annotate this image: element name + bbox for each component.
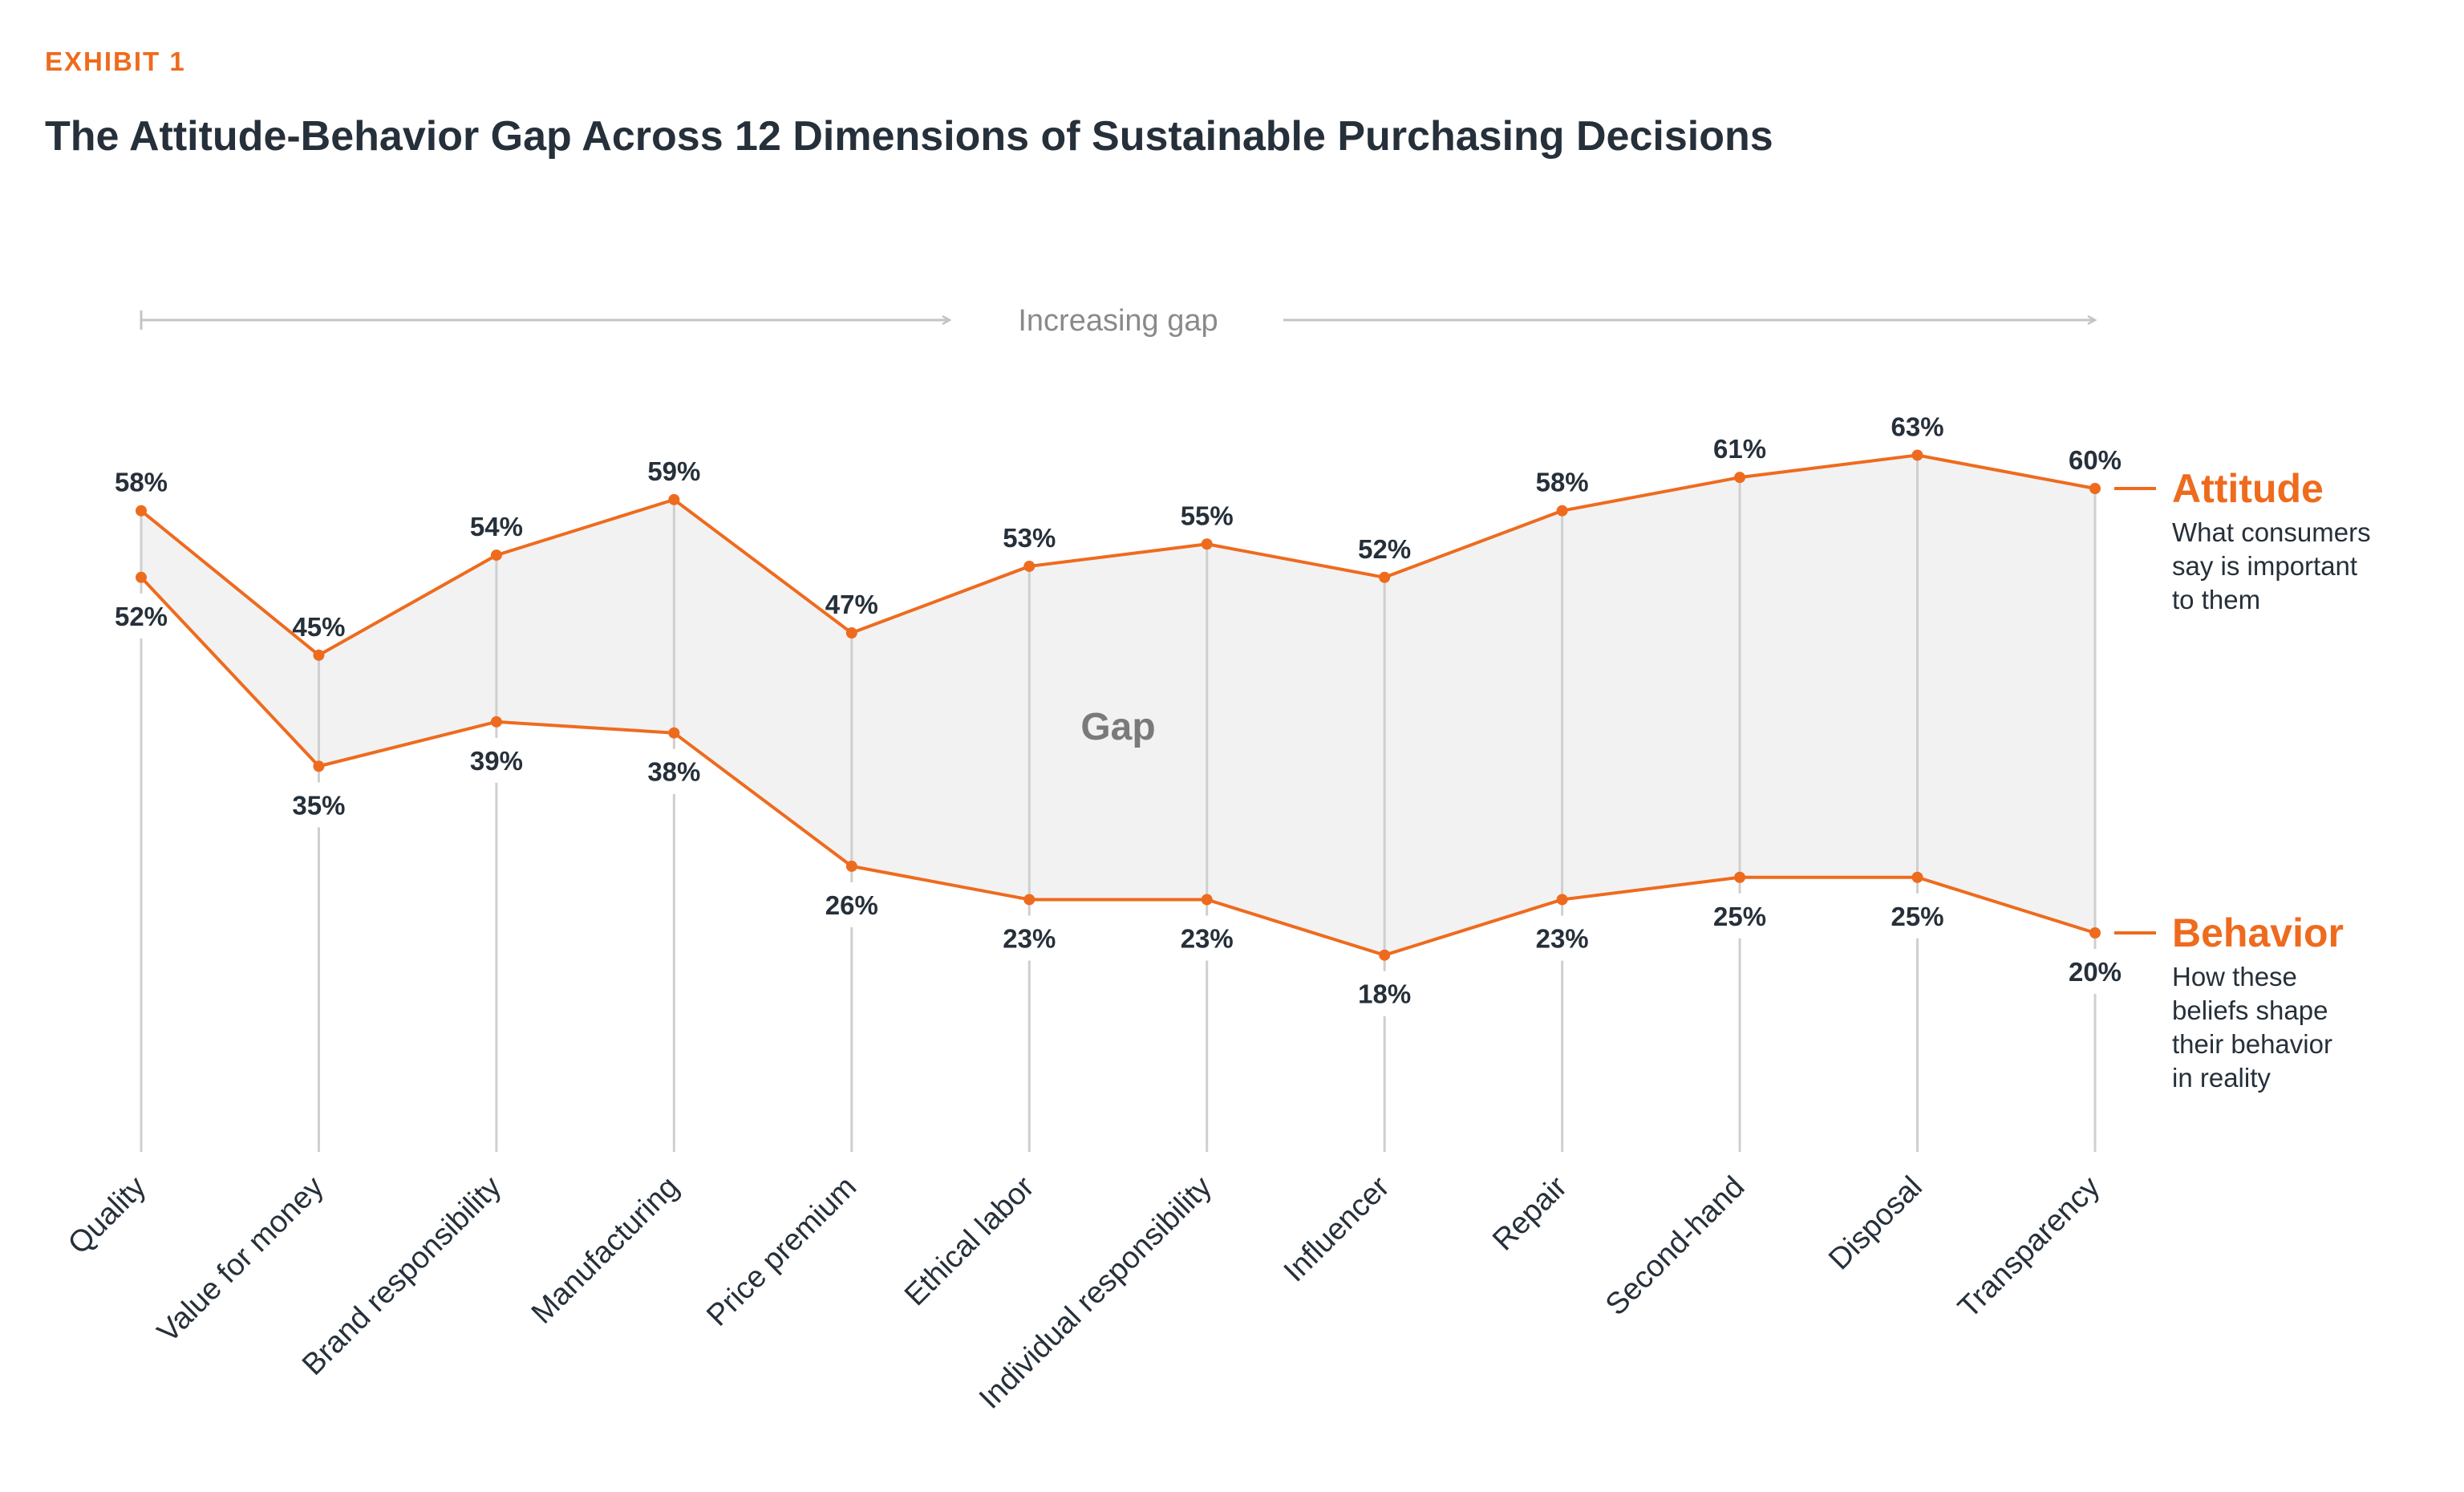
attitude-value-label: 63% [1891, 412, 1944, 441]
attitude-point [845, 627, 857, 639]
behavior-value-label: 23% [1181, 923, 1234, 953]
behavior-point [313, 760, 325, 772]
legend-label-behavior: Behavior [2172, 910, 2344, 955]
behavior-point [1911, 871, 1923, 883]
attitude-point [1379, 571, 1391, 583]
category-label-ethical-labor: Ethical labor [898, 1170, 1041, 1312]
attitude-value-label: 61% [1713, 434, 1766, 464]
attitude-point [136, 505, 147, 517]
behavior-point [668, 727, 680, 739]
attitude-value-label: 60% [2069, 445, 2122, 475]
exhibit-label: EXHIBIT 1 [45, 47, 186, 76]
attitude-value-label: 53% [1003, 523, 1056, 553]
legend-description-behavior: beliefs shape [2172, 995, 2328, 1025]
legend-description-behavior: their behavior [2172, 1029, 2332, 1059]
legend-description-attitude: to them [2172, 585, 2260, 614]
attitude-point [313, 649, 325, 661]
increasing-gap-arrow: Increasing gap [140, 304, 2095, 338]
category-label-disposal: Disposal [1822, 1170, 1929, 1277]
gap-label: Gap [1080, 706, 1155, 748]
category-label-quality: Quality [62, 1170, 152, 1261]
attitude-value-label: 59% [647, 456, 700, 486]
attitude-point [1201, 538, 1213, 550]
behavior-point [136, 571, 147, 583]
attitude-point [1734, 472, 1746, 484]
behavior-point [490, 716, 502, 728]
behavior-point [1379, 949, 1391, 961]
attitude-value-label: 54% [470, 512, 523, 541]
behavior-value-label: 18% [1358, 979, 1411, 1009]
behavior-point [1556, 894, 1568, 906]
behavior-value-label: 25% [1891, 902, 1944, 931]
behavior-value-label: 35% [292, 790, 345, 820]
behavior-point [1201, 894, 1213, 906]
attitude-point [668, 493, 680, 505]
attitude-point [2089, 483, 2101, 494]
legend-description-behavior: in reality [2172, 1063, 2271, 1093]
behavior-value-label: 20% [2069, 957, 2122, 987]
behavior-value-label: 39% [470, 746, 523, 776]
gap-area [141, 455, 2095, 955]
behavior-value-label: 25% [1713, 902, 1766, 931]
increasing-gap-label: Increasing gap [1018, 304, 1218, 338]
legend-description-attitude: What consumers [2172, 517, 2371, 547]
series-line-behavior [140, 576, 2096, 957]
attitude-value-label: 47% [825, 590, 878, 619]
category-label-influencer: Influencer [1278, 1170, 1396, 1288]
behavior-value-label: 26% [825, 890, 878, 920]
legend-description-behavior: How these [2172, 962, 2297, 991]
category-label-second-hand: Second-hand [1599, 1170, 1752, 1323]
attitude-value-label: 58% [115, 468, 168, 497]
category-label-brand-responsibility: Brand responsibility [296, 1170, 508, 1382]
category-label-manufacturing: Manufacturing [525, 1170, 686, 1331]
legend-description-attitude: say is important [2172, 551, 2357, 581]
behavior-value-label: 23% [1536, 923, 1589, 953]
category-label-transparency: Transparency [1951, 1170, 2106, 1325]
behavior-value-label: 38% [647, 757, 700, 787]
attitude-point [1556, 505, 1568, 517]
attitude-point [490, 549, 502, 562]
attitude-value-label: 58% [1536, 468, 1589, 497]
behavior-point [1734, 871, 1746, 883]
attitude-value-label: 52% [1358, 534, 1411, 564]
attitude-point [1023, 560, 1035, 572]
behavior-point [845, 860, 857, 872]
behavior-value-label: 52% [115, 602, 168, 631]
category-label-price-premium: Price premium [700, 1170, 863, 1333]
series-line-attitude [140, 453, 2096, 657]
behavior-value-label: 23% [1003, 923, 1056, 953]
attitude-value-label: 45% [292, 612, 345, 642]
behavior-point [1023, 894, 1035, 906]
attitude-value-label: 55% [1181, 501, 1234, 530]
category-label-value-for-money: Value for money [151, 1170, 330, 1349]
category-label-repair: Repair [1486, 1170, 1574, 1257]
legend-label-attitude: Attitude [2172, 466, 2324, 511]
attitude-point [1911, 449, 1923, 461]
chart-title: The Attitude-Behavior Gap Across 12 Dime… [45, 113, 1773, 160]
behavior-point [2089, 927, 2101, 939]
